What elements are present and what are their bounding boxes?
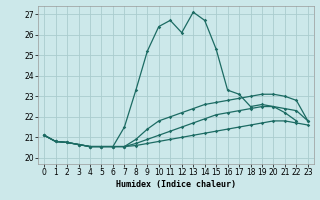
- X-axis label: Humidex (Indice chaleur): Humidex (Indice chaleur): [116, 180, 236, 189]
